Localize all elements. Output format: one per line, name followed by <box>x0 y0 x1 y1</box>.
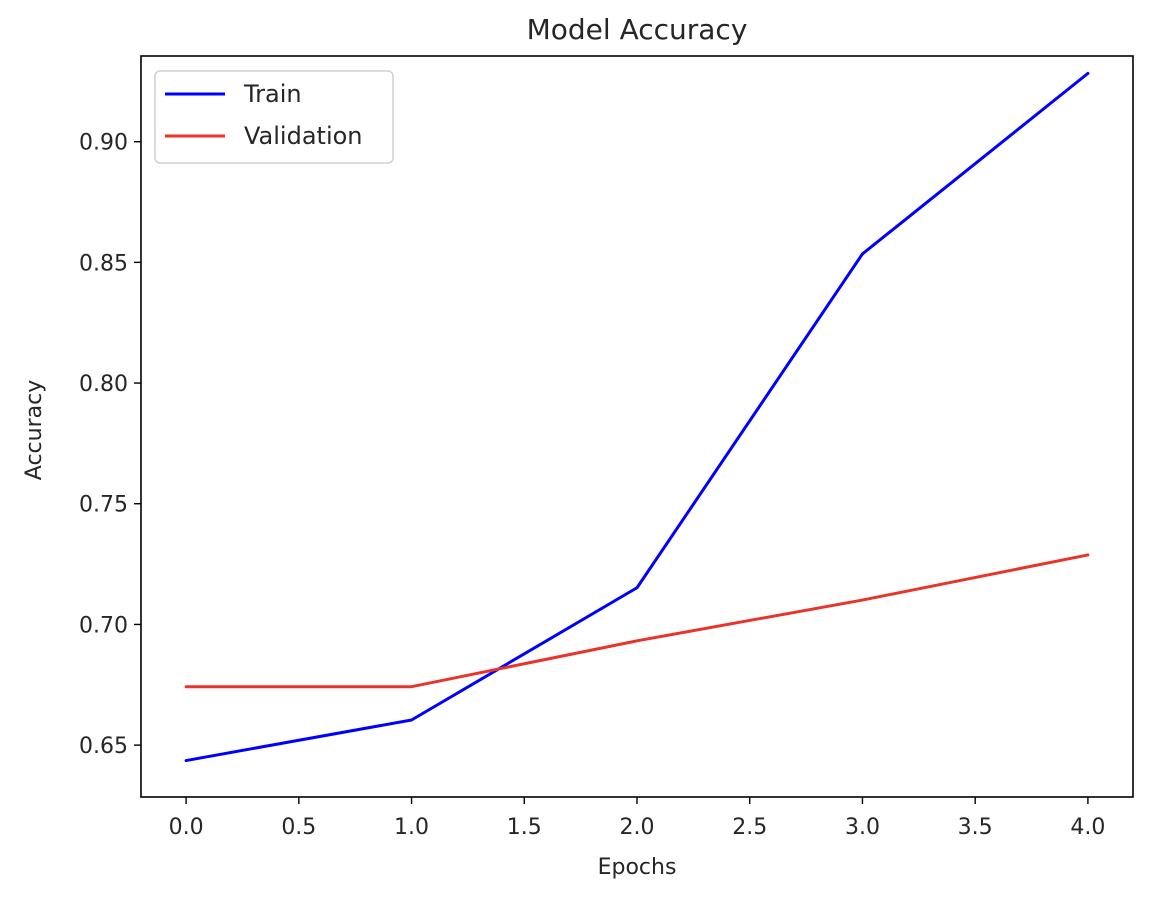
x-tick-label: 1.5 <box>507 815 542 840</box>
x-tick-label: 3.0 <box>845 815 880 840</box>
chart-title: Model Accuracy <box>527 13 748 46</box>
x-tick-label: 3.5 <box>958 815 993 840</box>
x-axis-label: Epochs <box>598 855 677 880</box>
y-tick-label: 0.85 <box>79 251 128 276</box>
plot-area: 0.0 0.5 1.0 1.5 2.0 2.5 3.0 3.5 4.0 0.65 0.70 0.75 0… <box>79 55 1134 840</box>
y-tick-label: 0.75 <box>79 493 128 518</box>
x-tick-label: 0.0 <box>169 815 204 840</box>
series-line-validation <box>184 553 1090 689</box>
x-tick-label: 1.0 <box>394 815 429 840</box>
y-tick-label: 0.70 <box>79 613 128 638</box>
x-tick-label: 4.0 <box>1070 815 1105 840</box>
y-axis-label: Accuracy <box>22 380 47 480</box>
x-tick-label: 0.5 <box>281 815 316 840</box>
series-line-train <box>184 71 1090 763</box>
y-tick-label: 0.80 <box>79 372 128 397</box>
legend-label-validation: Validation <box>244 122 363 150</box>
x-tick-label: 2.5 <box>732 815 767 840</box>
legend-label-train: Train <box>243 80 302 108</box>
y-tick-label: 0.65 <box>79 734 128 759</box>
x-tick-label: 2.0 <box>620 815 655 840</box>
y-tick-label: 0.90 <box>79 131 128 156</box>
